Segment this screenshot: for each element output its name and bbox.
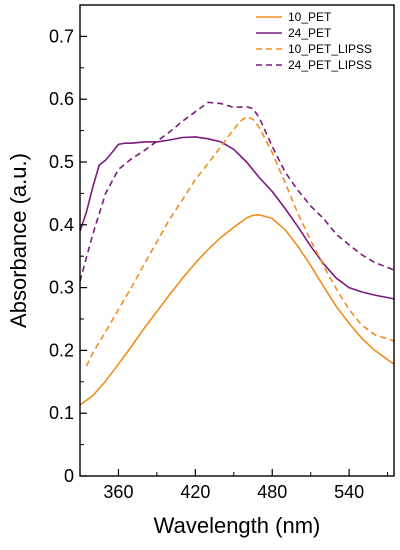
legend-label: 10_PET bbox=[288, 10, 332, 24]
legend-label: 24_PET_LIPSS bbox=[288, 58, 372, 72]
series-line-10-pet bbox=[80, 214, 394, 406]
axis-ticks: 360 420 480 540 0 0.1 0.2 0.3 0.4 0.5 0.6 0.7 bbox=[49, 26, 389, 502]
x-tick-label: 360 bbox=[103, 482, 133, 502]
series-line-10-pet-lipss bbox=[85, 116, 394, 367]
y-tick-label: 0.6 bbox=[49, 89, 74, 109]
plot-frame bbox=[79, 4, 395, 477]
legend: 10_PET 24_PET 10_PET_LIPSS 24_PET_LIPSS bbox=[256, 10, 372, 72]
y-tick-label: 0.1 bbox=[49, 403, 74, 423]
y-tick-label: 0.3 bbox=[49, 278, 74, 298]
y-tick-label: 0.2 bbox=[49, 340, 74, 360]
y-axis-label: Absorbance (a.u.) bbox=[6, 153, 31, 328]
legend-label: 24_PET bbox=[288, 26, 332, 40]
y-tick-label: 0 bbox=[64, 466, 74, 486]
x-axis-label: Wavelength (nm) bbox=[154, 513, 321, 538]
plot-lines bbox=[80, 101, 394, 406]
legend-label: 10_PET_LIPSS bbox=[288, 42, 372, 56]
x-tick-label: 480 bbox=[257, 482, 287, 502]
y-tick-label: 0.4 bbox=[49, 215, 74, 235]
y-tick-label: 0.7 bbox=[49, 26, 74, 46]
x-tick-label: 420 bbox=[180, 482, 210, 502]
x-tick-label: 540 bbox=[334, 482, 364, 502]
series-line-24-pet bbox=[80, 136, 394, 300]
y-tick-label: 0.5 bbox=[49, 152, 74, 172]
series-line-24-pet-lipss bbox=[80, 101, 394, 282]
